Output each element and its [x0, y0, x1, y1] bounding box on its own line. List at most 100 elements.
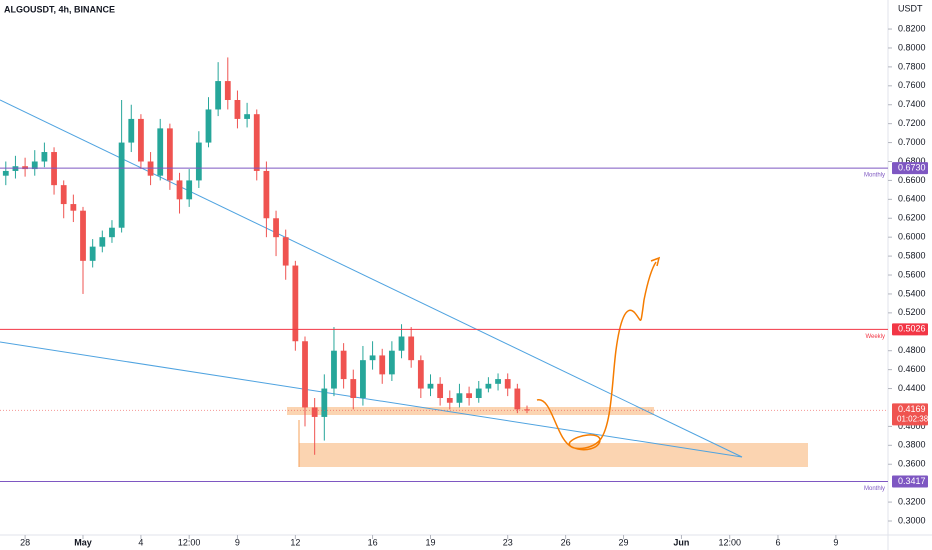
- trend-line: [0, 341, 743, 458]
- candle-body: [205, 109, 212, 143]
- x-tick-label: 4: [138, 537, 143, 547]
- y-tick-label: 0.3600: [898, 459, 926, 469]
- x-tick-label: 12:00: [718, 537, 741, 547]
- x-tick-label: 9: [833, 537, 838, 547]
- x-tick-label: Jun: [673, 537, 689, 547]
- axis-unit: USDT: [898, 3, 923, 13]
- candle-body: [41, 152, 48, 162]
- projection-path: [536, 261, 657, 451]
- support-zone: [287, 407, 654, 415]
- x-tick-label: 12:00: [178, 537, 201, 547]
- y-tick-label: 0.3000: [898, 515, 926, 525]
- chart-title: ALGOUSDT, 4h, BINANCE: [4, 4, 115, 14]
- y-tick-label: 0.7400: [898, 99, 926, 109]
- x-tick-label: 29: [619, 537, 629, 547]
- x-tick-label: 28: [20, 537, 30, 547]
- y-tick-label: 0.6000: [898, 232, 926, 242]
- candle-body: [475, 388, 482, 399]
- x-tick-label: 6: [775, 537, 780, 547]
- candle-body: [224, 81, 231, 100]
- x-tick-label: 19: [425, 537, 435, 547]
- candle-body: [70, 204, 77, 211]
- candle-body: [128, 118, 135, 143]
- level-note: Monthly: [864, 486, 885, 492]
- candle-body: [263, 170, 270, 219]
- candle-body: [195, 142, 202, 181]
- candle-body: [166, 128, 173, 181]
- candle-body: [157, 128, 164, 176]
- candle-body: [340, 350, 347, 380]
- y-tick-label: 0.3800: [898, 440, 926, 450]
- x-tick-label: May: [74, 537, 92, 547]
- y-tick-label: 0.4000: [898, 421, 926, 431]
- candle-body: [118, 142, 125, 228]
- candle-body: [369, 355, 376, 361]
- candle-body: [398, 336, 405, 351]
- candle-body: [60, 185, 67, 205]
- candle-body: [282, 237, 289, 266]
- y-tick-label: 0.5200: [898, 307, 926, 317]
- candle-body: [302, 341, 308, 408]
- y-tick-label: 0.4800: [898, 345, 926, 355]
- candle-body: [331, 350, 337, 389]
- candle-body: [360, 360, 366, 399]
- candle-body: [514, 388, 521, 410]
- y-tick-label: 0.5600: [898, 269, 926, 279]
- x-tick-label: 16: [368, 537, 378, 547]
- y-tick-label: 0.6600: [898, 175, 926, 185]
- candle-body: [273, 218, 279, 238]
- candle-body: [186, 180, 193, 200]
- y-tick-label: 0.7800: [898, 61, 926, 71]
- candle-body: [109, 227, 115, 238]
- level-tag: [892, 162, 928, 175]
- x-tick-label: 12: [290, 537, 300, 547]
- demand-zone: [299, 443, 808, 467]
- y-tick-label: 0.7200: [898, 118, 926, 128]
- x-tick-label: 26: [561, 537, 571, 547]
- candle-body: [485, 383, 492, 389]
- y-tick-label: 0.4400: [898, 383, 926, 393]
- candle-body: [379, 355, 386, 375]
- last-price-label: 0.4169: [898, 404, 926, 414]
- level-note: Monthly: [864, 173, 885, 179]
- x-tick-label: 23: [503, 537, 513, 547]
- candle-body: [31, 161, 38, 170]
- y-tick-label: 0.7000: [898, 137, 926, 147]
- candle-body: [504, 379, 511, 389]
- y-tick-label: 0.5400: [898, 288, 926, 298]
- projection-arrow: [650, 256, 661, 267]
- level-note: Weekly: [865, 334, 885, 340]
- candle-body: [417, 360, 424, 389]
- y-tick-label: 0.5800: [898, 250, 926, 260]
- y-tick-label: 0.6800: [898, 156, 926, 166]
- candle-body: [350, 379, 357, 399]
- candle-body: [408, 336, 415, 361]
- candle-body: [89, 246, 96, 261]
- candle-body: [2, 170, 9, 176]
- y-tick-label: 0.6400: [898, 194, 926, 204]
- level-tag: [892, 475, 928, 488]
- level-label: 0.5026: [898, 324, 926, 334]
- candle-body: [176, 180, 183, 200]
- candle-body: [466, 393, 472, 399]
- level-label: 0.6730: [898, 162, 926, 172]
- last-price-tag: [892, 403, 928, 426]
- candle-body: [321, 388, 328, 417]
- candle-body: [437, 383, 444, 399]
- y-tick-label: 0.8000: [898, 42, 926, 52]
- candle-body: [427, 383, 434, 389]
- candle-body: [446, 398, 453, 403]
- candle-body: [215, 81, 222, 110]
- candle-body: [244, 114, 250, 119]
- candle-body: [80, 210, 86, 261]
- y-tick-label: 0.3200: [898, 496, 926, 506]
- candle-body: [388, 350, 395, 375]
- level-tag: [892, 323, 928, 336]
- level-label: 0.3417: [898, 476, 926, 486]
- candle-body: [524, 409, 530, 411]
- candle-body: [495, 379, 501, 384]
- candle-body: [253, 114, 260, 171]
- candle-body: [138, 118, 144, 162]
